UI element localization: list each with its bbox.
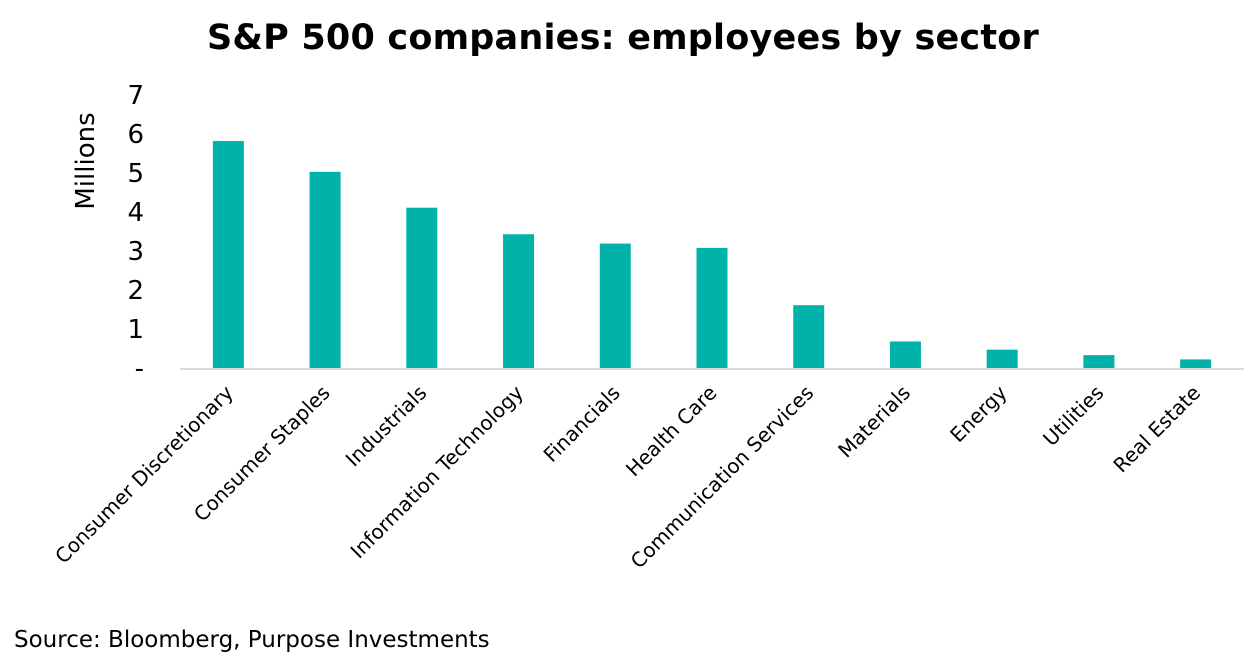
- bar: [696, 247, 728, 368]
- bars: [212, 141, 1212, 368]
- x-tick-label: Energy: [945, 380, 1012, 447]
- y-tick-label: 7: [127, 81, 144, 111]
- bar: [503, 234, 535, 368]
- y-tick-label: 6: [127, 120, 144, 150]
- x-tick-label: Consumer Discretionary: [50, 380, 238, 568]
- y-tick-label: -: [135, 354, 144, 384]
- x-tick-label: Utilities: [1038, 381, 1108, 451]
- bar: [406, 207, 438, 368]
- y-tick-label: 5: [127, 159, 144, 189]
- x-tick-label: Real Estate: [1108, 381, 1205, 478]
- y-tick-label: 2: [127, 276, 144, 306]
- x-tick-label: Health Care: [621, 381, 722, 482]
- bar: [986, 349, 1018, 368]
- chart-title: S&P 500 companies: employees by sector: [206, 18, 1040, 58]
- x-tick-label: Materials: [833, 381, 915, 463]
- bar: [889, 341, 921, 368]
- y-axis-label: Millions: [71, 112, 101, 209]
- bar: [309, 171, 341, 368]
- bar: [212, 141, 244, 368]
- bar: [599, 243, 631, 368]
- bar: [793, 305, 825, 368]
- x-tick-label: Information Technology: [346, 380, 529, 563]
- y-axis-ticks: - 1 2 3 4 5 6 7: [127, 81, 144, 384]
- x-tick-label: Financials: [539, 381, 625, 467]
- y-tick-label: 1: [127, 315, 144, 345]
- x-tick-label: Communication Services: [626, 381, 819, 574]
- y-tick-label: 3: [127, 237, 144, 267]
- bar: [1083, 355, 1115, 368]
- source-note: Source: Bloomberg, Purpose Investments: [14, 627, 490, 653]
- y-tick-label: 4: [127, 198, 144, 228]
- x-tick-label: Industrials: [341, 381, 432, 472]
- bar: [1180, 359, 1212, 368]
